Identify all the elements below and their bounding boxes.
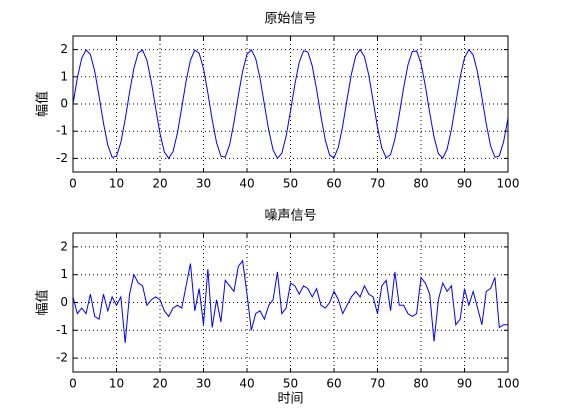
x-tick-label: 80: [413, 177, 428, 191]
axes-box: [72, 232, 509, 373]
x-tick-label: 60: [326, 377, 341, 391]
chart-title: 原始信号: [264, 12, 316, 27]
y-tick-label: -2: [56, 351, 68, 365]
x-tick-label: 40: [239, 177, 254, 191]
x-tick-label: 70: [370, 377, 385, 391]
x-tick-label: 60: [326, 177, 341, 191]
x-tick-label: 50: [283, 377, 298, 391]
x-tick-label: 80: [413, 377, 428, 391]
y-tick-label: -1: [56, 323, 68, 337]
x-tick-label: 40: [239, 377, 254, 391]
y-tick-label: 1: [60, 69, 68, 83]
x-tick-label: 10: [109, 377, 124, 391]
signal-line: [72, 259, 508, 343]
x-tick-label: 100: [497, 377, 520, 391]
x-tick-label: 90: [457, 377, 472, 391]
x-tick-label: 30: [196, 377, 211, 391]
y-tick-label: 1: [60, 267, 68, 281]
x-tick-label: 0: [69, 177, 77, 191]
x-tick-label: 50: [283, 177, 298, 191]
x-tick-label: 0: [69, 377, 77, 391]
y-tick-label: -1: [56, 124, 68, 138]
y-axis-label: 幅值: [35, 289, 51, 315]
y-tick-label: -2: [56, 151, 68, 165]
y-axis-label: 幅值: [35, 91, 51, 117]
y-tick-label: 0: [60, 97, 68, 111]
x-tick-label: 70: [370, 177, 385, 191]
y-tick-label: 2: [60, 239, 68, 253]
x-tick-label: 30: [196, 177, 211, 191]
axes-box: [72, 35, 509, 173]
x-tick-label: 100: [497, 177, 520, 191]
chart-title: 噪声信号: [264, 209, 316, 224]
signal-line: [72, 48, 509, 160]
x-tick-label: 20: [152, 177, 167, 191]
x-tick-label: 90: [457, 177, 472, 191]
y-tick-label: 0: [60, 295, 68, 309]
y-tick-label: 2: [60, 42, 68, 56]
x-axis-label: 时间: [277, 392, 303, 407]
x-tick-label: 10: [109, 177, 124, 191]
x-tick-label: 20: [152, 377, 167, 391]
